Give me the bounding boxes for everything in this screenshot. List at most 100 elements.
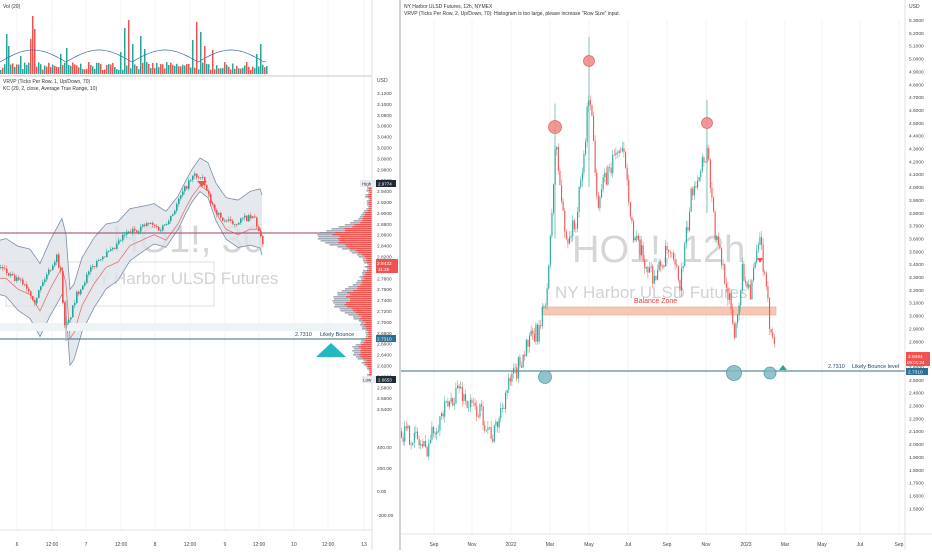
volume-bar [182,64,184,74]
candle-body [421,444,423,447]
vrvp-down-row [360,352,372,354]
vrvp-down-row [355,312,372,314]
candle-body [262,236,264,245]
vrvp-down-row [369,198,372,200]
vrvp-up-row [360,278,365,280]
volume-bar [102,69,104,74]
volume-bar [68,64,70,74]
right-price-tick: 2.0000 [909,442,924,448]
vrvp-down-row [367,266,372,268]
volume-bar [192,40,194,74]
candle-body [134,228,136,231]
vrvp-up-row [338,226,353,228]
candle-body [498,418,500,428]
candle-body [116,243,118,249]
left-time-tick: 12:00 [46,542,59,548]
candle-body [519,357,521,366]
vrvp-down-row [366,328,372,330]
candle-body [485,429,487,431]
candle-body [623,148,625,153]
volume-bar [174,66,176,74]
bounce-triangle-marker [316,343,346,357]
right-time-tick: Sep [895,542,904,548]
candle-body [681,268,683,291]
candle-body [433,427,435,434]
candle-body [621,148,623,152]
volume-bar [264,67,266,74]
indicator-legend-vrvp: VRVP (Ticks Per Row, 1, Up/Down, 70) [3,79,90,85]
candle-body [585,141,587,154]
candle-body [172,214,174,216]
candle-body [469,399,471,408]
candle-body [236,224,238,226]
volume-bar [256,54,258,74]
candle-body [564,210,566,232]
vrvp-down-row [345,244,372,246]
candle-body [166,224,168,225]
right-price-tick: 3.3000 [909,275,924,281]
candle-body [244,215,246,218]
candle-body [509,378,511,382]
vrvp-up-row [359,216,364,218]
candle-body [164,224,166,226]
vrvp-up-row [363,260,366,262]
candle-body [407,425,409,429]
volume-bar [136,66,138,74]
candle-body [423,441,425,447]
vrvp-up-row [365,332,368,334]
candle-body [532,330,534,334]
vrvp-up-row [355,356,361,358]
left-price-tick: 2.6600 [377,342,392,348]
vrvp-up-row [367,268,369,270]
candle-body [420,444,422,446]
candle-body [719,245,721,249]
right-time-tick: Nov [468,542,477,548]
vrvp-up-row [329,244,346,246]
volume-bar [156,62,158,74]
candle-body [521,365,523,368]
candle-body [138,231,140,233]
volume-bar [170,62,172,74]
candle-body [96,261,98,267]
candle-body [697,180,699,188]
vrvp-down-row [365,212,372,214]
vrvp-down-row [360,344,372,346]
candle-body [722,264,724,266]
candle-body [489,427,491,428]
volume-bar [14,67,16,74]
volume-bar [126,65,128,74]
candle-body [541,307,543,327]
candle-body [18,277,20,280]
panel-divider[interactable] [399,0,401,550]
candle-body [610,167,612,174]
vrvp-up-row [365,194,368,196]
right-price-tick: 1.8000 [909,468,924,474]
candle-body [770,329,772,333]
volume-bar [18,64,20,74]
candle-body [426,447,428,457]
right-time-tick: Mar [781,542,790,548]
vrvp-up-row [320,240,340,242]
candle-body [94,266,96,267]
candle-body [52,265,54,270]
candle-body [546,288,548,306]
vrvp-down-row [369,370,372,372]
candle-body [620,150,622,152]
left-time-tick: 12:00 [115,542,128,548]
candle-body [533,333,535,342]
candle-body [473,402,475,403]
candle-body [76,291,78,304]
candle-body [140,226,142,232]
candle-body [168,221,170,224]
vrvp-down-row [368,208,372,210]
volume-bar [100,63,102,74]
candle-body [256,217,258,227]
volume-bar [22,69,24,74]
high-label: High [362,182,372,187]
vrvp-down-row [360,356,372,358]
candle-body [417,431,419,440]
vrvp-up-row [326,230,345,232]
candle-body [741,264,743,291]
volume-profile-histogram [317,182,372,378]
volume-bar [230,69,232,74]
